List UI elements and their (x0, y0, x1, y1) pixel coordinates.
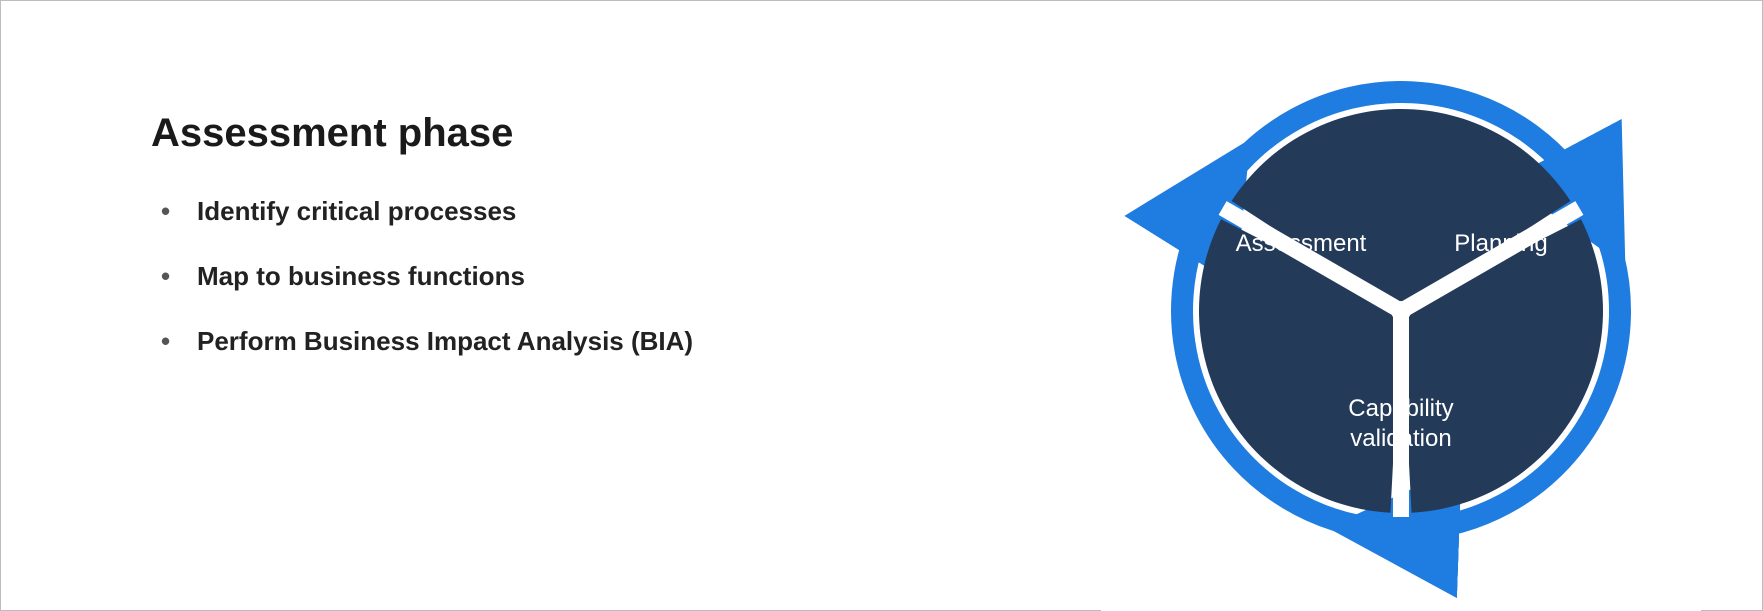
bullet-item: Identify critical processes (151, 196, 1051, 227)
cycle-diagram: Assessment Planning Capability validation (1101, 11, 1701, 611)
segment-label: Planning (1454, 230, 1547, 257)
segment-label: validation (1350, 425, 1451, 452)
bullet-list: Identify critical processes Map to busin… (151, 196, 1051, 357)
bullet-item: Map to business functions (151, 261, 1051, 292)
slide-frame: Assessment phase Identify critical proce… (0, 0, 1763, 611)
bullet-item: Perform Business Impact Analysis (BIA) (151, 326, 1051, 357)
center-dot (1391, 301, 1411, 321)
diagram-panel: Assessment Planning Capability validation (1051, 1, 1762, 610)
segment-label: Capability (1348, 395, 1453, 422)
segment-label: Assessment (1236, 230, 1367, 257)
slide-title: Assessment phase (151, 111, 1051, 156)
text-panel: Assessment phase Identify critical proce… (1, 1, 1051, 391)
